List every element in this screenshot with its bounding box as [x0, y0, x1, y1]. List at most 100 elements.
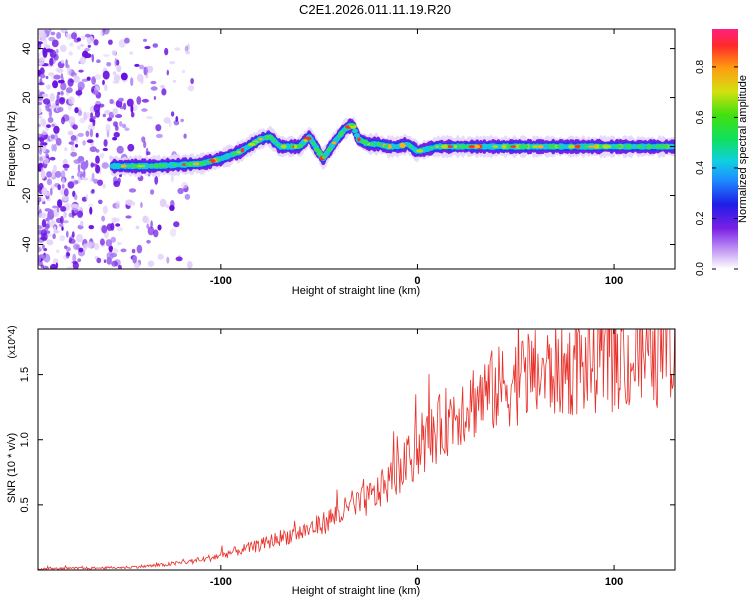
noise-blob	[113, 131, 120, 138]
noise-blob	[114, 217, 120, 223]
noise-blob	[52, 205, 58, 209]
noise-blob	[113, 74, 121, 82]
noise-blob	[68, 236, 72, 244]
noise-blob	[72, 75, 78, 79]
noise-blob	[147, 260, 155, 268]
colorbar-tick-label: 0.0	[695, 262, 706, 276]
spectrogram-x-axis-label: Height of straight line (km)	[292, 285, 420, 297]
noise-blob	[43, 157, 49, 165]
noise-blob	[59, 97, 65, 105]
noise-blob	[53, 125, 60, 134]
noise-blob	[102, 205, 108, 214]
noise-blob	[62, 220, 69, 224]
noise-blob	[58, 223, 64, 227]
noise-blob	[110, 252, 118, 258]
noise-blob	[146, 223, 150, 229]
noise-blob	[170, 111, 175, 117]
noise-blob	[102, 29, 110, 35]
noise-blob	[65, 246, 71, 252]
snr-series-line	[38, 329, 675, 570]
noise-blob	[47, 220, 50, 227]
colorbar-gradient	[712, 29, 738, 269]
ridge-hotspot	[231, 151, 238, 156]
noise-blob	[82, 50, 89, 59]
colorbar: 0.0 0.2 0.4 0.6 0.8 Normalized spectral ampl…	[695, 29, 749, 276]
ridge-hotspot	[303, 139, 308, 142]
noise-blob	[42, 142, 48, 146]
spectrogram-ticks: -100 0 100 -40 -20 0 20 40	[21, 29, 675, 287]
noise-blob	[102, 70, 110, 80]
noise-blob	[164, 47, 169, 56]
noise-blob	[52, 80, 59, 89]
noise-blob	[88, 225, 95, 230]
noise-blob	[98, 199, 103, 205]
noise-blob	[116, 65, 122, 73]
noise-blob	[48, 29, 52, 33]
noise-blob	[114, 125, 119, 131]
y-tick-label: 40	[21, 42, 33, 54]
ridge-hotspot	[313, 147, 320, 150]
ridge-hotspot	[172, 164, 178, 166]
noise-blob	[40, 31, 47, 41]
ridge-hotspot	[399, 142, 406, 148]
noise-blob	[163, 117, 171, 124]
noise-blob	[41, 130, 48, 136]
noise-blob	[125, 199, 132, 206]
noise-blob	[77, 176, 81, 184]
noise-blob	[64, 147, 68, 152]
noise-blob	[105, 123, 111, 133]
noise-blob	[155, 133, 163, 139]
noise-blob	[166, 69, 169, 76]
noise-blob	[46, 178, 53, 186]
noise-blob	[147, 226, 155, 236]
snr-x-axis-label: Height of straight line (km)	[292, 585, 420, 597]
noise-blob	[60, 170, 66, 179]
noise-blob	[38, 123, 41, 128]
noise-blob	[169, 228, 177, 237]
noise-blob	[94, 74, 102, 80]
noise-blob	[78, 247, 84, 253]
noise-blob	[153, 96, 157, 100]
noise-blob	[38, 106, 42, 115]
noise-blob	[82, 177, 89, 181]
noise-blob	[126, 98, 134, 107]
noise-blob	[153, 229, 159, 238]
noise-blob	[93, 39, 99, 46]
noise-blob	[73, 243, 81, 250]
noise-blob	[84, 47, 91, 52]
y-tick-label: 1.5	[19, 367, 31, 382]
noise-blob	[169, 205, 175, 211]
ridge-hotspot	[276, 143, 280, 147]
noise-blob	[80, 44, 84, 47]
spectrogram-frame	[37, 28, 676, 270]
noise-blob	[115, 223, 121, 227]
y-tick-label: -20	[21, 188, 33, 204]
noise-blob	[168, 120, 172, 128]
noise-blob	[141, 136, 146, 143]
noise-blob	[102, 79, 105, 86]
noise-blob	[63, 211, 67, 219]
ridge-hotspot	[136, 165, 144, 168]
ridge-hotspot	[339, 131, 345, 135]
noise-blob	[62, 163, 70, 169]
noise-blob	[47, 84, 51, 90]
noise-blob	[108, 39, 113, 45]
noise-blob	[184, 193, 191, 200]
noise-blob	[81, 35, 86, 41]
noise-blob	[72, 180, 79, 185]
ridge-inner	[352, 128, 359, 134]
ridge-hotspot	[267, 135, 275, 139]
noise-blob	[93, 90, 99, 96]
noise-blob	[71, 32, 77, 40]
noise-blob	[157, 224, 162, 231]
ridge-hotspot	[636, 144, 643, 149]
noise-blob	[86, 241, 93, 249]
noise-blob	[174, 47, 181, 51]
noise-blob	[109, 98, 114, 105]
noise-blob	[42, 244, 45, 250]
noise-blob	[48, 36, 56, 42]
noise-blob	[38, 89, 41, 98]
colorbar-tick-label: 0.8	[695, 60, 706, 74]
